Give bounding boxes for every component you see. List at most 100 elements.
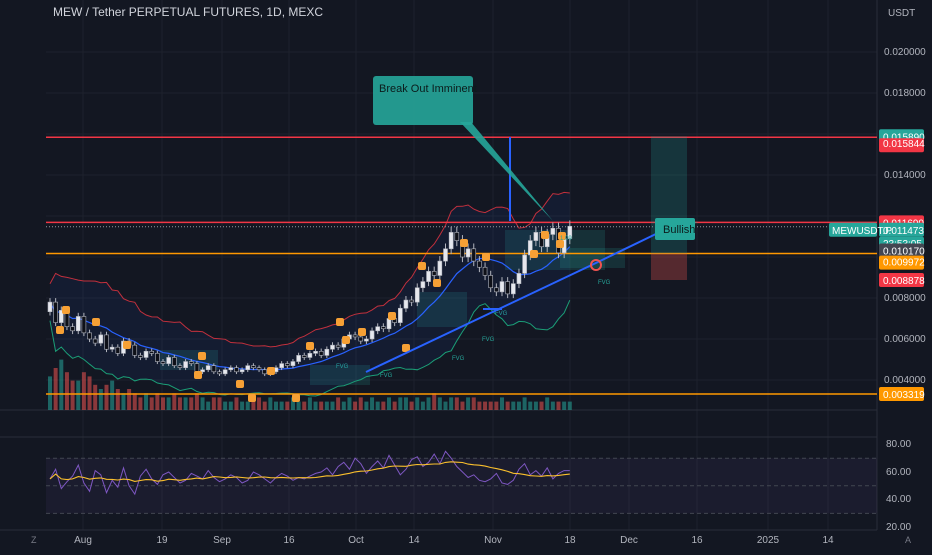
volume-bar (206, 401, 211, 410)
trend-line-extension (597, 231, 661, 263)
axes: 0.020000 0.018000 0.014000 0.008000 0.006000… (74, 47, 926, 546)
volume-bar (223, 401, 228, 410)
pattern-icons (56, 231, 566, 402)
volume-bar (166, 397, 171, 410)
pattern-icon (236, 380, 244, 388)
volume-bar (494, 401, 499, 410)
volume-bar (228, 401, 233, 410)
candle-body (194, 363, 200, 373)
volume-bar (550, 401, 555, 410)
fvg-zone (505, 230, 605, 270)
volume-bar (567, 401, 572, 410)
candle-body (211, 365, 217, 373)
candle-body (403, 299, 409, 309)
corner-left-label[interactable]: Z (31, 535, 37, 545)
price-tick-label: 0.008000 (884, 293, 926, 304)
volume-bar (149, 397, 154, 410)
price-tick-label: 0.020000 (884, 47, 926, 58)
last-price-badge-bg (879, 222, 924, 237)
volume-bar (432, 393, 437, 410)
time-tick-label: Dec (620, 535, 638, 546)
stop-badge: 0.008878 (883, 276, 925, 287)
price-tick-label: 0.004000 (884, 375, 926, 386)
volume-bar (364, 401, 369, 410)
volume-bar (217, 397, 222, 410)
candle-body (454, 232, 460, 241)
candle-body (222, 369, 228, 375)
candle-body (516, 273, 522, 284)
candle-body (47, 301, 53, 312)
volume-bar (449, 397, 454, 410)
candle-body (330, 344, 335, 350)
pattern-icon (418, 262, 426, 270)
volume-bar (81, 372, 86, 410)
volume-bar (358, 397, 363, 410)
volume-bar (121, 393, 126, 410)
fvg-label: FVG (495, 311, 508, 317)
volume-bar (341, 401, 346, 410)
volume-bar (437, 397, 442, 410)
volume-bar (533, 401, 538, 410)
candle-body (177, 365, 183, 368)
pattern-icon (556, 240, 564, 248)
volume-bar (454, 397, 459, 410)
volume-bar (240, 401, 245, 410)
volume-bar (177, 397, 182, 410)
support-white-badge-bg (879, 243, 924, 258)
volume-bar (279, 401, 284, 410)
callout-box (373, 76, 473, 125)
rsi-tick-label: 60.00 (886, 467, 911, 478)
volume-bar (296, 401, 301, 410)
candle-body (550, 228, 556, 235)
candle-body (143, 350, 149, 358)
volume-bar (76, 380, 81, 410)
volume-bar (403, 397, 408, 410)
drawing-overlay[interactable]: Break Out Imminent Bullish 1.09 (365, 76, 698, 373)
candle-body (245, 365, 251, 371)
candle-body (166, 357, 171, 364)
volume-bar (409, 401, 414, 410)
volume-bar (387, 397, 391, 410)
candle-body (132, 344, 138, 356)
pattern-icon (62, 306, 70, 314)
pattern-icon (558, 232, 566, 240)
candle-body (234, 367, 239, 373)
candle-body (505, 281, 510, 295)
volume-bar (274, 401, 278, 410)
corner-right-label[interactable]: A (905, 535, 911, 545)
candle-body (104, 334, 109, 350)
candle-body (149, 350, 154, 354)
time-tick-label: 14 (822, 535, 834, 546)
grid-lines (0, 0, 878, 531)
volume-bar (194, 393, 199, 410)
volume-bar (155, 393, 160, 410)
volume-bar (505, 401, 510, 410)
volume-bar (324, 401, 329, 410)
candle-body (301, 355, 307, 358)
pattern-icon (530, 250, 538, 258)
callout-label: Break Out Imminent (379, 83, 477, 95)
volume-bar (268, 397, 273, 410)
volume-bar (64, 372, 69, 410)
resistance-top-badge: 0.015844 (883, 139, 925, 150)
volume-bar (460, 401, 465, 410)
candle-body (296, 355, 301, 362)
pattern-icon (248, 394, 256, 402)
volume-bar (516, 401, 521, 410)
pattern-icon (342, 336, 350, 344)
currency-label[interactable]: USDT (888, 8, 915, 19)
band-fill (50, 192, 570, 396)
time-tick-label: Oct (348, 535, 364, 546)
price-badges: 0.0158900.0158440.0116900.01147323:53:05… (829, 129, 925, 401)
candle-body (284, 363, 290, 366)
volume-bar (245, 401, 250, 410)
candle-body (358, 336, 364, 342)
volume-bar (556, 401, 561, 410)
time-tick-label: 2025 (757, 535, 780, 546)
candle-body (256, 367, 262, 371)
volume-bar (511, 401, 516, 410)
volume-bar (528, 401, 533, 410)
candle-body (58, 309, 64, 323)
